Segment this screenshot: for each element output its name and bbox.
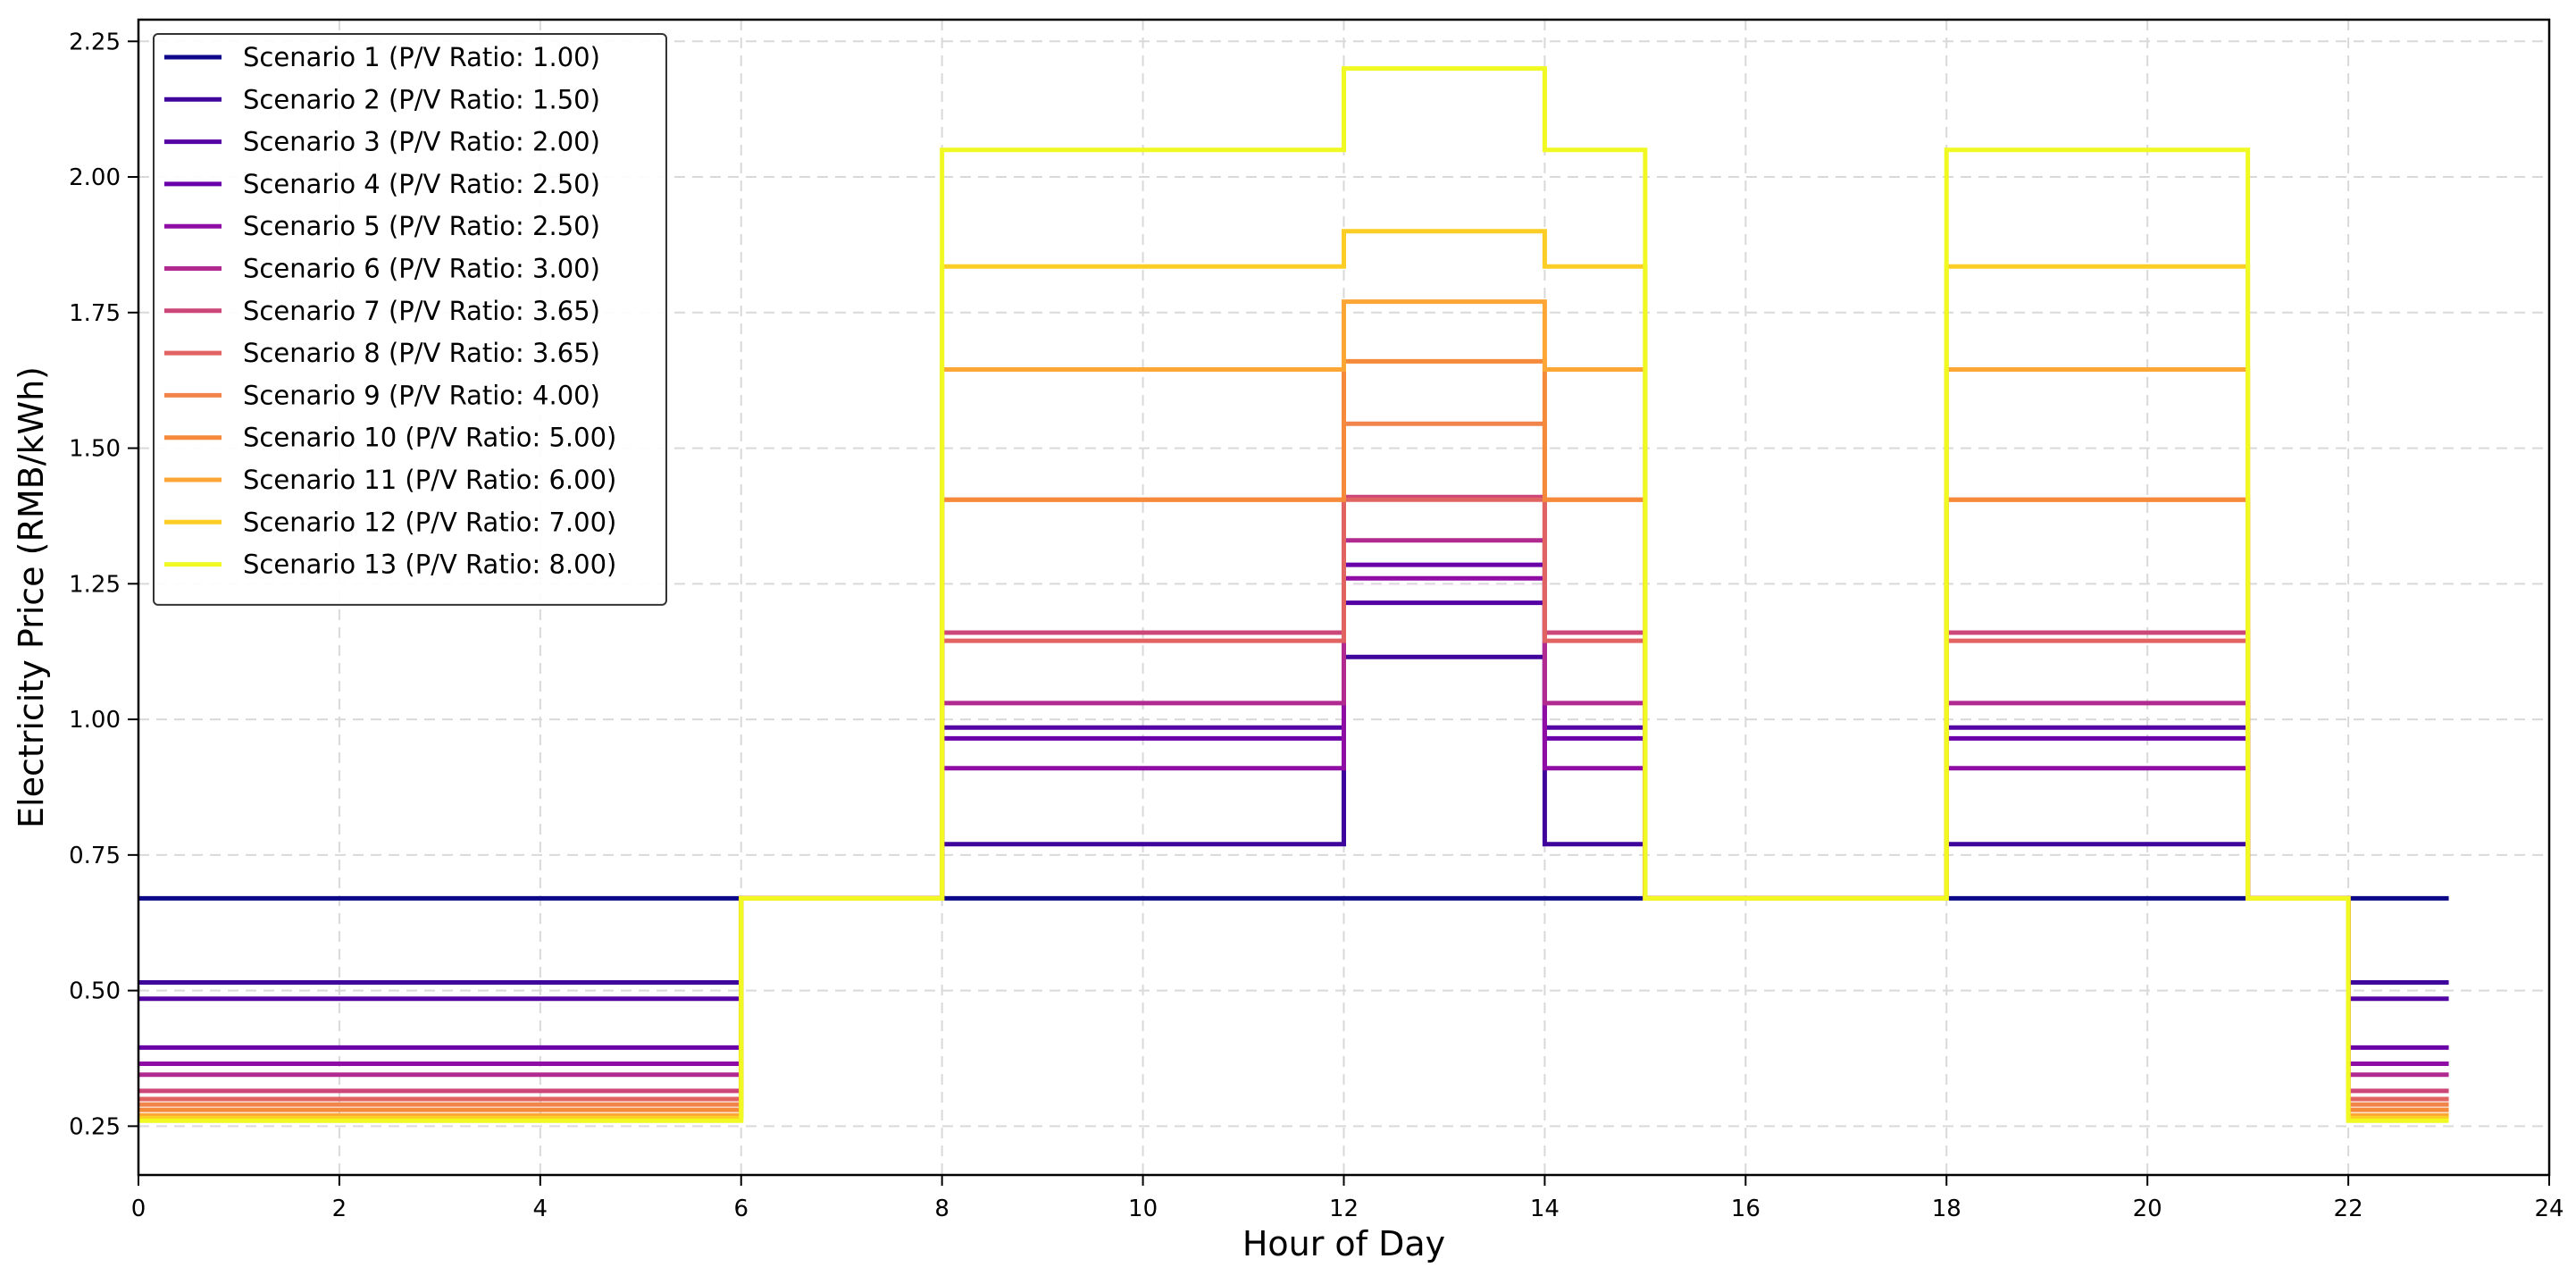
legend-entry-label: Scenario 11 (P/V Ratio: 6.00) xyxy=(243,465,616,495)
x-tick-label: 2 xyxy=(332,1196,347,1222)
legend-entry-label: Scenario 13 (P/V Ratio: 8.00) xyxy=(243,550,616,580)
x-tick-label: 18 xyxy=(1932,1196,1961,1222)
legend-entry-label: Scenario 1 (P/V Ratio: 1.00) xyxy=(243,42,600,72)
legend-entry-label: Scenario 9 (P/V Ratio: 4.00) xyxy=(243,380,600,410)
series-line-scenario-13 xyxy=(138,66,2449,1123)
x-tick-label: 14 xyxy=(1530,1196,1560,1222)
legend-entry-label: Scenario 4 (P/V Ratio: 2.50) xyxy=(243,169,600,199)
x-tick-label: 0 xyxy=(131,1196,146,1222)
y-tick-label: 1.25 xyxy=(69,571,121,598)
y-tick-label: 1.75 xyxy=(69,300,121,327)
y-tick-label: 2.00 xyxy=(69,164,121,191)
legend-entry-label: Scenario 7 (P/V Ratio: 3.65) xyxy=(243,296,600,326)
y-axis-label: Electricity Price (RMB/kWh) xyxy=(12,366,51,828)
x-axis-label: Hour of Day xyxy=(1242,1224,1445,1263)
y-tick-label: 1.50 xyxy=(69,436,121,463)
x-tick-label: 22 xyxy=(2334,1196,2363,1222)
legend-box xyxy=(153,33,667,606)
x-tick-label: 4 xyxy=(533,1196,548,1222)
series-layer xyxy=(138,66,2449,1123)
y-tick-label: 0.50 xyxy=(69,978,121,1005)
legend-entry-label: Scenario 6 (P/V Ratio: 3.00) xyxy=(243,254,600,284)
x-tick-label: 8 xyxy=(934,1196,949,1222)
y-axis-ticks: 0.25 0.50 0.75 1.00 1.25 1.50 1.75 2.00 2.25 xyxy=(69,29,138,1140)
legend-entry-label: Scenario 10 (P/V Ratio: 5.00) xyxy=(243,423,616,453)
legend-entry-label: Scenario 5 (P/V Ratio: 2.50) xyxy=(243,211,600,241)
y-tick-label: 0.75 xyxy=(69,843,121,869)
y-tick-label: 1.00 xyxy=(69,707,121,734)
y-tick-label: 0.25 xyxy=(69,1113,121,1140)
legend: Scenario 1 (P/V Ratio: 1.00) Scenario 2 (… xyxy=(153,33,667,606)
x-tick-label: 16 xyxy=(1731,1196,1761,1222)
y-tick-label: 2.25 xyxy=(69,29,121,55)
x-axis-ticks: 0 2 4 6 8 10 12 14 16 18 20 22 24 xyxy=(131,1175,2564,1222)
legend-entry-label: Scenario 12 (P/V Ratio: 7.00) xyxy=(243,507,616,537)
x-tick-label: 6 xyxy=(733,1196,749,1222)
x-tick-label: 10 xyxy=(1128,1196,1158,1222)
legend-entry-label: Scenario 8 (P/V Ratio: 3.65) xyxy=(243,338,600,368)
legend-entry-label: Scenario 3 (P/V Ratio: 2.00) xyxy=(243,127,600,157)
x-tick-label: 24 xyxy=(2534,1196,2563,1222)
x-tick-label: 20 xyxy=(2133,1196,2162,1222)
x-tick-label: 12 xyxy=(1329,1196,1359,1222)
legend-entry-label: Scenario 2 (P/V Ratio: 1.50) xyxy=(243,84,600,114)
